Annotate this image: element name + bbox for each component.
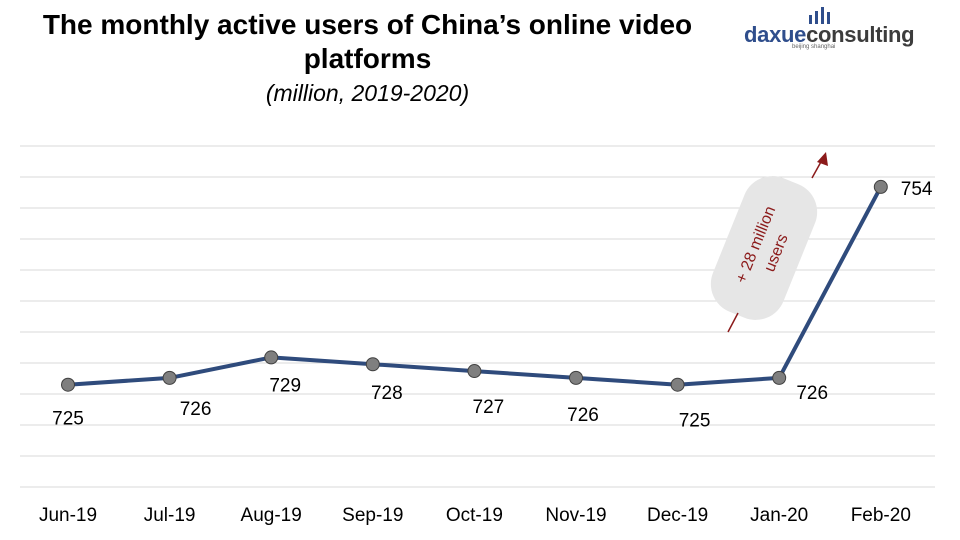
data-label: 754 [901,179,933,200]
data-label: 729 [269,375,301,396]
data-points [61,179,888,392]
annotation-arrow-tail [727,312,739,333]
data-label: 726 [796,383,828,404]
data-label: 726 [180,399,212,420]
data-point [772,370,787,385]
logo-bars-icon [809,7,830,24]
logo-part1: daxue [744,22,807,47]
x-tick-label: Jan-20 [750,505,808,526]
data-label: 726 [567,405,599,426]
x-tick-label: Dec-19 [647,505,708,526]
data-point [264,350,279,365]
x-axis-ticks: Jun-19 Jul-19 Aug-19 Sep-19 Oct-19 Nov-19 Dec-… [39,505,911,526]
x-tick-label: Jul-19 [144,505,196,526]
data-point [467,364,482,379]
daxue-consulting-logo: daxueconsulting beijing shanghai [744,2,944,54]
data-label: 728 [371,383,403,404]
data-label: 725 [52,409,84,430]
annotation-bubble [710,176,818,320]
logo-part2: consulting [806,22,915,47]
data-label: 725 [679,411,711,432]
chart-title: The monthly active users of China’s onli… [42,9,693,74]
x-tick-label: Feb-20 [851,505,911,526]
arrow-head-icon [817,152,828,166]
data-point [61,377,75,392]
logo-text: daxueconsulting [744,22,915,48]
chart-subtitle: (million, 2019-2020) [265,80,470,106]
data-point [873,179,888,194]
x-tick-label: Nov-19 [545,505,606,526]
x-tick-label: Sep-19 [342,505,403,526]
x-tick-label: Aug-19 [241,505,302,526]
data-point [670,377,685,392]
data-label: 727 [473,397,505,418]
data-point [365,357,380,372]
x-tick-label: Jun-19 [39,505,97,526]
x-tick-label: Oct-19 [446,505,503,526]
data-labels: 725 726 729 728 727 726 725 726 754 [52,179,933,432]
data-point [569,370,583,385]
logo-tagline: beijing shanghai [792,44,836,50]
data-point [162,370,177,385]
